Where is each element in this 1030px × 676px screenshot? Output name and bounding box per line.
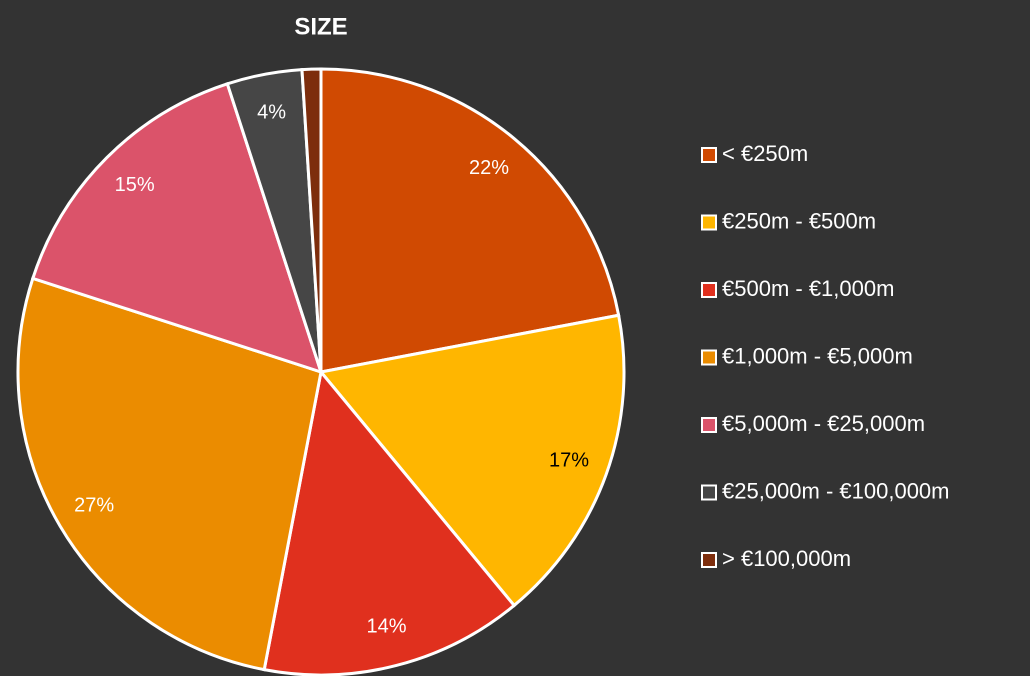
legend-swatch [701, 147, 717, 163]
pie-slice [319, 67, 621, 374]
pie-slice [318, 313, 626, 608]
legend-label: < €250m [722, 141, 808, 166]
legend-label: €25,000m - €100,000m [722, 478, 950, 503]
legend-label: €1,000m - €5,000m [722, 343, 913, 368]
legend-label: €250m - €500m [722, 208, 876, 233]
legend-swatch [701, 282, 717, 298]
legend-swatch [701, 552, 717, 568]
legend-swatch [701, 417, 717, 433]
data-label: 17% [549, 450, 589, 472]
legend-label: €500m - €1,000m [722, 276, 894, 301]
legend-swatch [701, 214, 717, 231]
pie-slice [30, 81, 324, 375]
pie-slice [262, 368, 517, 676]
data-label: 15% [115, 174, 155, 196]
chart-title: SIZE [294, 13, 347, 40]
data-label: 22% [469, 157, 509, 179]
legend-label: > €100,000m [722, 546, 851, 571]
pie-slice [300, 67, 323, 373]
pie-slice [16, 276, 323, 672]
data-label: 4% [257, 101, 286, 123]
legend-label: €5,000m - €25,000m [722, 411, 925, 436]
data-label: 27% [74, 494, 114, 516]
data-label: 14% [367, 616, 407, 638]
legend-swatch [701, 484, 717, 501]
legend-swatch [701, 349, 717, 366]
